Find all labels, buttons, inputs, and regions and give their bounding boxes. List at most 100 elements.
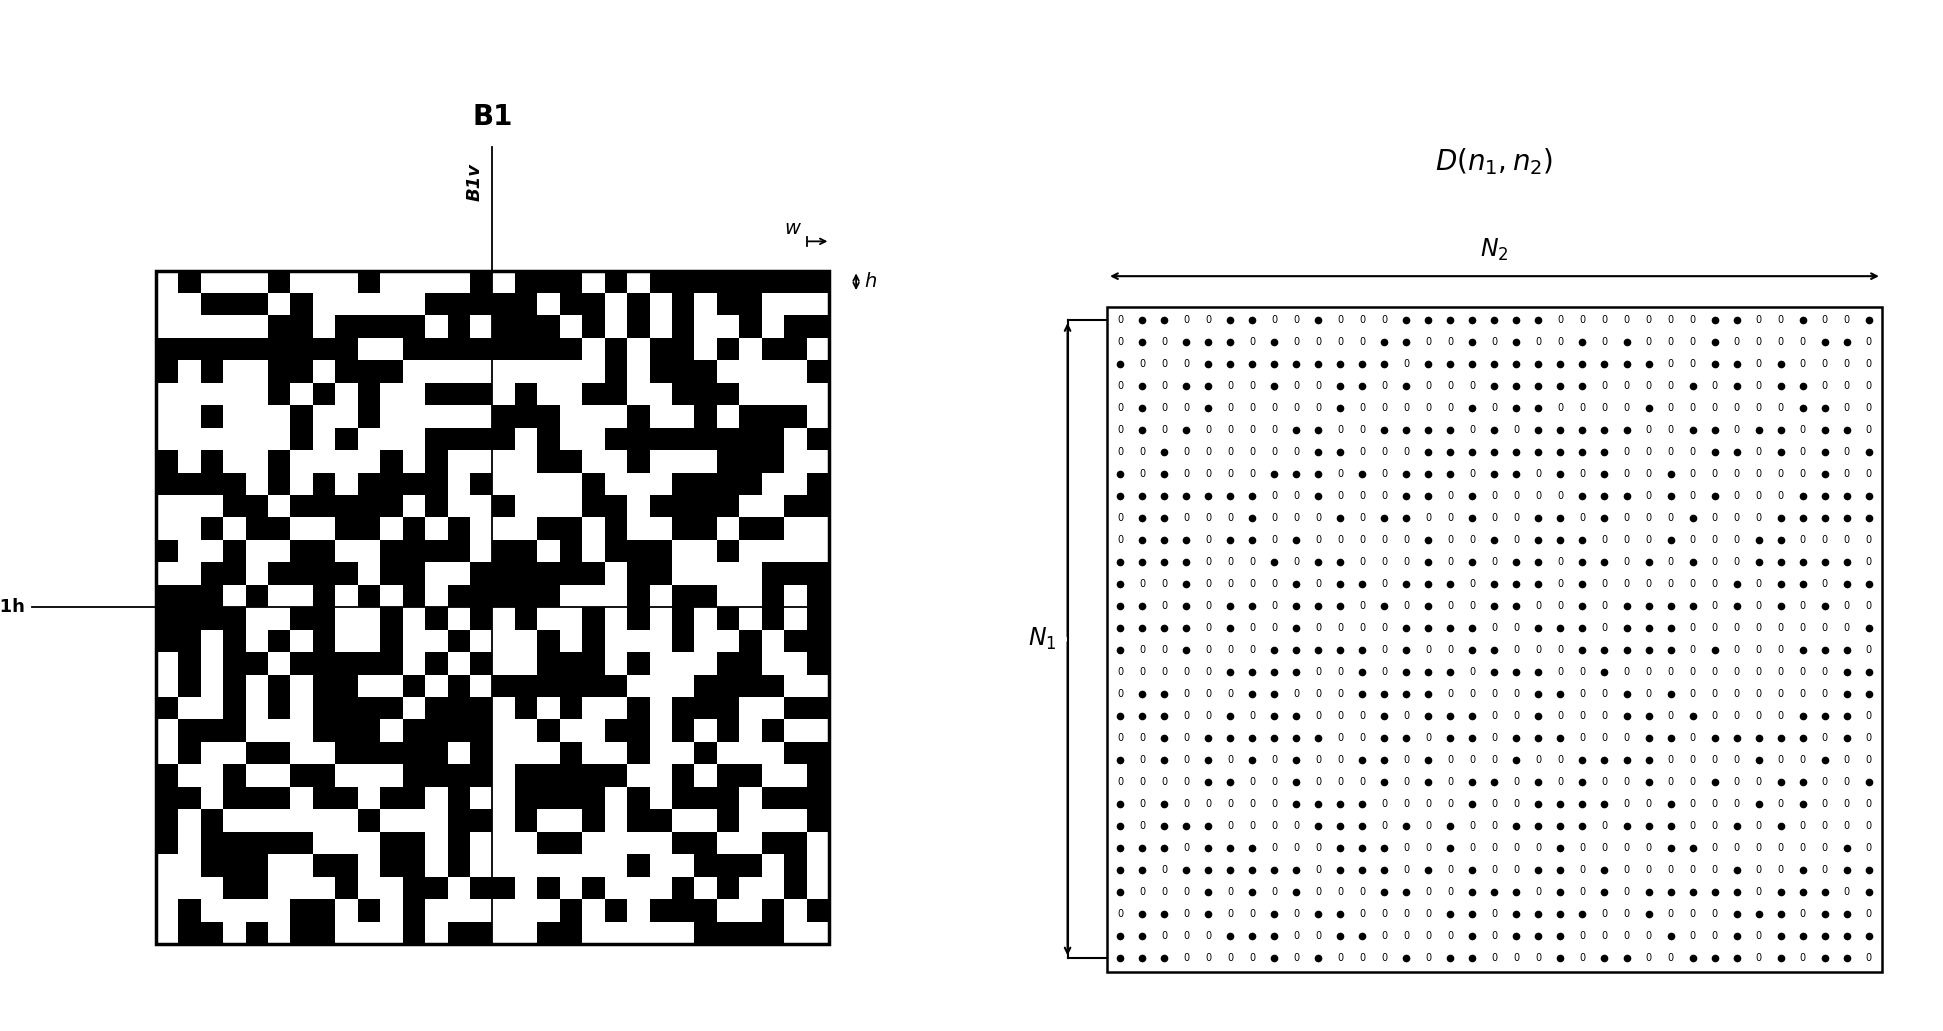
Text: 0: 0 — [1315, 535, 1321, 545]
Bar — [515, 809, 538, 832]
Text: 0: 0 — [1778, 690, 1784, 699]
Bar — [583, 809, 604, 832]
Bar — [785, 854, 806, 876]
Text: 0: 0 — [1403, 359, 1409, 369]
Text: 0: 0 — [1799, 469, 1805, 479]
Bar — [470, 383, 492, 405]
Text: 0: 0 — [1271, 888, 1277, 897]
Text: 0: 0 — [1601, 315, 1607, 325]
Text: 0: 0 — [1865, 799, 1871, 809]
Text: 0: 0 — [1205, 711, 1212, 722]
Text: 0: 0 — [1646, 469, 1652, 479]
Bar — [336, 742, 358, 764]
Text: 0: 0 — [1381, 822, 1387, 831]
Text: 0: 0 — [1162, 381, 1168, 391]
Text: 0: 0 — [1205, 447, 1212, 457]
Bar — [402, 338, 426, 360]
Bar — [785, 697, 806, 720]
Text: 0: 0 — [1514, 491, 1519, 501]
Text: 0: 0 — [1624, 865, 1630, 875]
Bar — [762, 720, 785, 742]
Text: 0: 0 — [1294, 690, 1300, 699]
Text: 0: 0 — [1844, 756, 1850, 765]
Text: 0: 0 — [1821, 381, 1828, 391]
Bar — [313, 922, 336, 944]
Text: 0: 0 — [1646, 425, 1652, 435]
Bar — [200, 809, 223, 832]
Text: 0: 0 — [1315, 931, 1321, 941]
Text: 0: 0 — [1755, 381, 1762, 391]
Text: 0: 0 — [1315, 579, 1321, 590]
Text: 0: 0 — [1601, 690, 1607, 699]
Bar — [717, 787, 740, 809]
Text: 0: 0 — [1117, 733, 1123, 743]
Text: 0: 0 — [1558, 557, 1564, 567]
Bar — [672, 360, 694, 383]
Text: 0: 0 — [1469, 425, 1475, 435]
Text: 0: 0 — [1624, 315, 1630, 325]
Text: 0: 0 — [1755, 359, 1762, 369]
Text: 0: 0 — [1733, 535, 1739, 545]
Text: 0: 0 — [1844, 624, 1850, 633]
Bar — [806, 630, 830, 653]
Bar — [381, 630, 402, 653]
Text: 0: 0 — [1755, 491, 1762, 501]
Text: 0: 0 — [1228, 579, 1234, 590]
Bar — [515, 405, 538, 428]
Text: 0: 0 — [1844, 535, 1850, 545]
Text: 0: 0 — [1360, 909, 1366, 920]
Bar — [447, 315, 470, 338]
Text: 0: 0 — [1690, 645, 1696, 656]
Text: 0: 0 — [1403, 447, 1409, 457]
Bar — [762, 562, 785, 585]
Text: 0: 0 — [1580, 711, 1585, 722]
Bar — [604, 540, 628, 562]
Text: 0: 0 — [1755, 690, 1762, 699]
Text: 0: 0 — [1117, 667, 1123, 677]
Text: 0: 0 — [1535, 645, 1541, 656]
Bar — [717, 293, 740, 315]
Bar — [200, 607, 223, 630]
Bar — [245, 854, 268, 876]
Bar — [806, 472, 830, 495]
Text: 0: 0 — [1580, 667, 1585, 677]
Bar — [470, 428, 492, 451]
Text: 0: 0 — [1360, 403, 1366, 413]
Text: 0: 0 — [1755, 888, 1762, 897]
Text: 0: 0 — [1667, 337, 1673, 347]
Text: 0: 0 — [1360, 624, 1366, 633]
Text: 0: 0 — [1535, 469, 1541, 479]
Text: 0: 0 — [1381, 315, 1387, 325]
Bar — [470, 720, 492, 742]
Bar — [717, 876, 740, 899]
Bar — [290, 495, 313, 518]
Bar — [447, 922, 470, 944]
Text: 0: 0 — [1183, 756, 1189, 765]
Bar — [200, 720, 223, 742]
Bar — [538, 876, 560, 899]
Text: 0: 0 — [1426, 888, 1432, 897]
Bar — [470, 764, 492, 787]
Text: 0: 0 — [1778, 756, 1784, 765]
Bar — [381, 742, 402, 764]
Text: 0: 0 — [1755, 447, 1762, 457]
Text: 0: 0 — [1337, 535, 1343, 545]
Bar — [447, 293, 470, 315]
Text: $w$: $w$ — [785, 219, 802, 238]
Text: 0: 0 — [1755, 711, 1762, 722]
Text: 0: 0 — [1755, 645, 1762, 656]
Text: 0: 0 — [1778, 799, 1784, 809]
Text: 0: 0 — [1755, 865, 1762, 875]
Text: 0: 0 — [1249, 337, 1255, 347]
Bar — [223, 720, 245, 742]
Bar — [155, 270, 830, 944]
Bar — [492, 562, 515, 585]
Text: 0: 0 — [1667, 425, 1673, 435]
Text: 0: 0 — [1865, 909, 1871, 920]
Text: 0: 0 — [1360, 777, 1366, 788]
Text: 0: 0 — [1799, 337, 1805, 347]
Bar — [381, 451, 402, 472]
Text: 0: 0 — [1865, 403, 1871, 413]
Bar — [492, 428, 515, 451]
Text: 0: 0 — [1271, 513, 1277, 523]
